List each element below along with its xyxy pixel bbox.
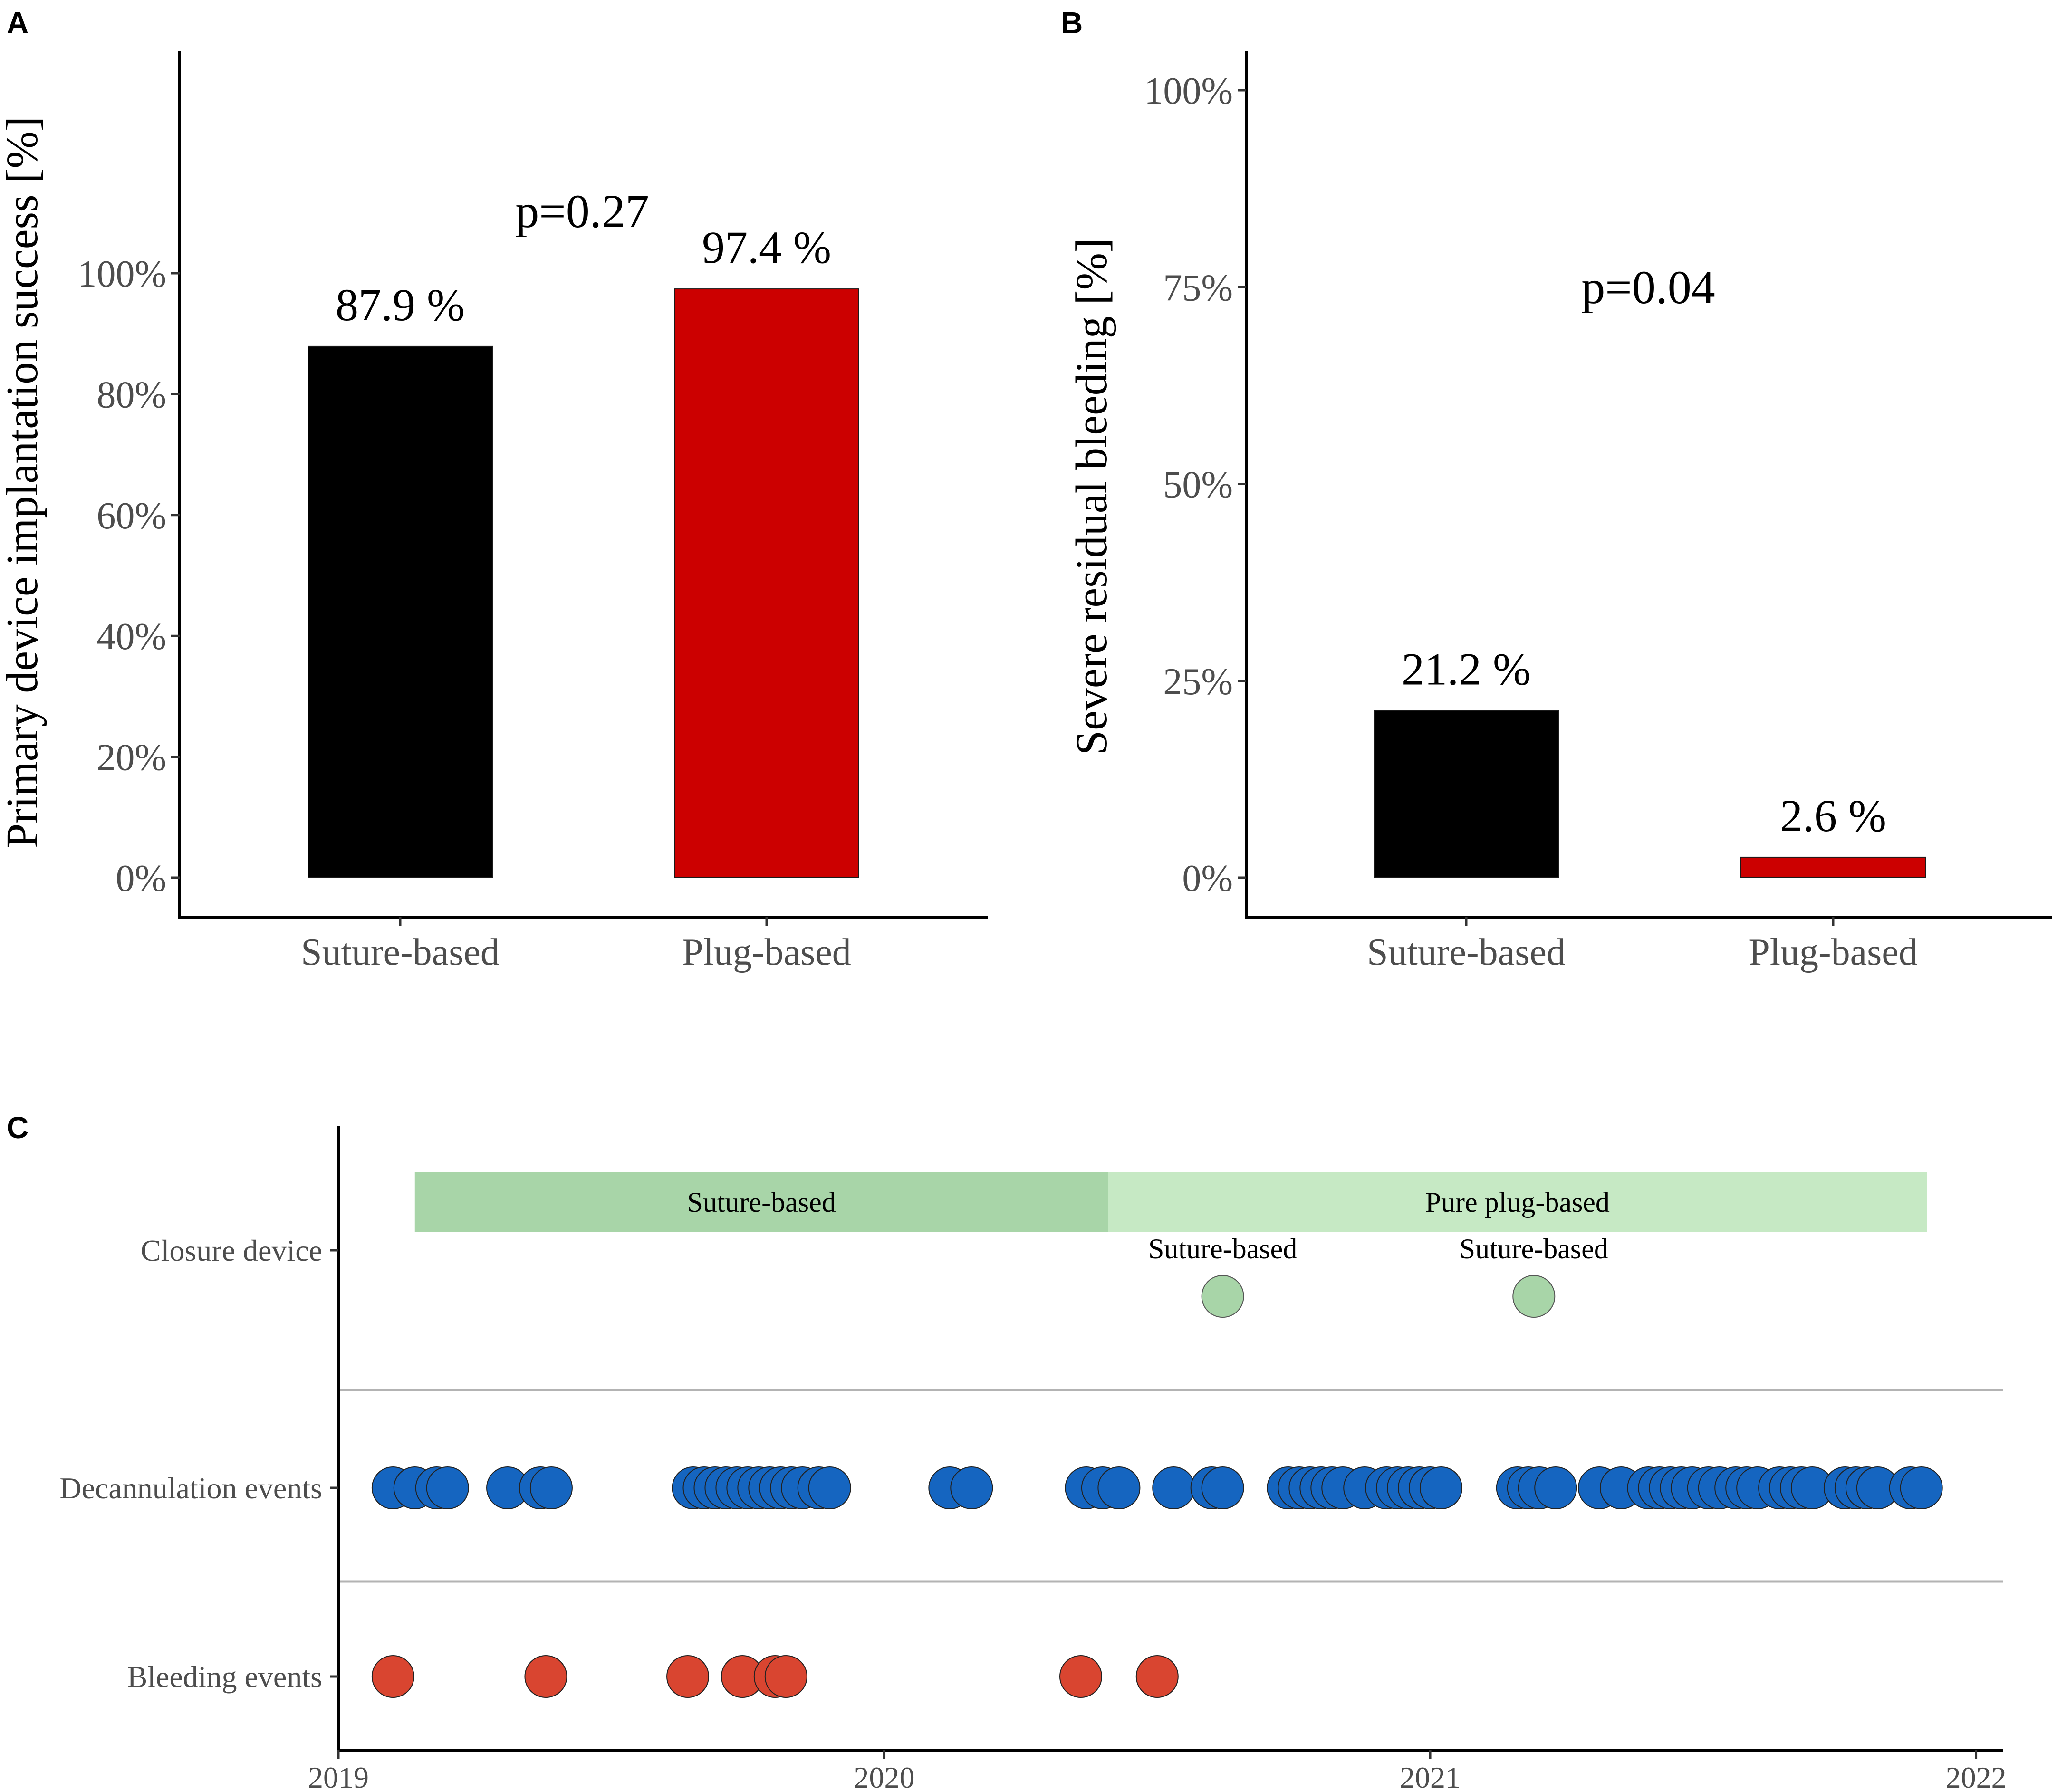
panel-b-y-label: Severe residual bleeding [%] bbox=[1067, 238, 1116, 755]
panel-c: Suture-based Pure plug-based Suture-based… bbox=[59, 1126, 2007, 1792]
x-tick-label: 2022 bbox=[1946, 1761, 2007, 1792]
closure-exception-label: Suture-based bbox=[1460, 1233, 1608, 1265]
x-tick-label: Plug-based bbox=[682, 931, 851, 973]
decannulation-point bbox=[1420, 1466, 1463, 1509]
value-label: 21.2 % bbox=[1402, 644, 1531, 695]
y-tick-label: 100% bbox=[1144, 70, 1233, 112]
closure-exception-point bbox=[1201, 1275, 1244, 1318]
panel-b-bars bbox=[1374, 710, 1926, 878]
panel-b-y-ticks: 0% 25% 50% 75% 100% bbox=[1144, 70, 1246, 900]
bleeding-point bbox=[371, 1655, 414, 1698]
panel-label-c: C bbox=[7, 1111, 29, 1145]
y-tick-label: 25% bbox=[1163, 661, 1233, 703]
y-tick-label: 0% bbox=[1182, 858, 1233, 900]
period-label: Suture-based bbox=[687, 1187, 836, 1218]
panel-label-a: A bbox=[7, 6, 29, 40]
x-tick-label: Suture-based bbox=[1367, 931, 1566, 973]
panel-c-x-ticks: 2019 2020 2021 2022 bbox=[308, 1750, 2007, 1792]
y-tick-label: 40% bbox=[96, 616, 166, 658]
row-label: Closure device bbox=[141, 1234, 322, 1267]
period-bar bbox=[414, 1172, 1108, 1232]
row-label: Bleeding events bbox=[127, 1660, 322, 1694]
panel-b-p-value: p=0.04 bbox=[1581, 261, 1715, 314]
value-label: 97.4 % bbox=[702, 222, 831, 273]
bar-plug-based bbox=[674, 288, 859, 878]
x-tick-label: 2020 bbox=[854, 1761, 915, 1792]
x-tick-label: 2021 bbox=[1400, 1761, 1461, 1792]
panel-c-row-labels: Closure device Decannulation events Bleedi… bbox=[59, 1234, 338, 1694]
decannulation-point bbox=[529, 1466, 573, 1509]
panel-b-value-labels: 21.2 % 2.6 % bbox=[1402, 644, 1886, 841]
decannulation-point bbox=[1534, 1466, 1577, 1509]
bleeding-point bbox=[666, 1655, 710, 1698]
bleeding-point bbox=[1059, 1655, 1102, 1698]
closure-exception-point bbox=[1512, 1275, 1556, 1318]
bar-suture-based bbox=[1374, 710, 1559, 878]
panel-a-p-value: p=0.27 bbox=[515, 185, 649, 238]
y-tick-label: 75% bbox=[1163, 267, 1233, 309]
panel-a-y-label: Primary device implantation success [%] bbox=[0, 116, 47, 848]
period-label: Pure plug-based bbox=[1425, 1187, 1610, 1218]
row-label: Decannulation events bbox=[59, 1471, 322, 1505]
panel-label-b: B bbox=[1061, 6, 1083, 40]
panel-a-bars bbox=[308, 288, 859, 878]
y-tick-label: 0% bbox=[115, 858, 166, 900]
decannulation-point bbox=[808, 1466, 851, 1509]
panel-a-y-ticks: 0% 20% 40% 60% 80% 100% bbox=[77, 253, 180, 900]
closure-exception-label: Suture-based bbox=[1148, 1233, 1297, 1265]
decannulation-point bbox=[950, 1466, 993, 1509]
decannulation-point bbox=[1201, 1466, 1244, 1509]
bleeding-point bbox=[764, 1655, 807, 1698]
decannulation-point bbox=[1152, 1466, 1195, 1509]
bar-plug-based bbox=[1740, 856, 1926, 878]
bleeding-point bbox=[1135, 1655, 1179, 1698]
y-tick-label: 50% bbox=[1163, 464, 1233, 506]
panel-b-x-ticks: Suture-based Plug-based bbox=[1367, 917, 1918, 973]
y-tick-label: 100% bbox=[77, 253, 166, 295]
decannulation-points bbox=[371, 1466, 1943, 1509]
decannulation-point bbox=[1097, 1466, 1141, 1509]
panel-a-x-ticks: Suture-based Plug-based bbox=[301, 917, 851, 973]
panel-a: 0% 20% 40% 60% 80% 100% Suture-based Plug-base… bbox=[0, 51, 988, 973]
x-tick-label: Plug-based bbox=[1749, 931, 1918, 973]
x-tick-label: 2019 bbox=[308, 1761, 369, 1792]
bleeding-point bbox=[524, 1655, 567, 1698]
y-tick-label: 60% bbox=[96, 495, 166, 537]
period-bar bbox=[1108, 1172, 1927, 1232]
panel-b: 0% 25% 50% 75% 100% Suture-based Plug-based 2… bbox=[1067, 51, 2052, 973]
period-bars: Suture-based Pure plug-based bbox=[414, 1172, 1927, 1232]
y-tick-label: 80% bbox=[96, 374, 166, 416]
x-tick-label: Suture-based bbox=[301, 931, 500, 973]
value-label: 2.6 % bbox=[1780, 790, 1886, 841]
decannulation-point bbox=[426, 1466, 469, 1509]
value-label: 87.9 % bbox=[336, 279, 465, 330]
closure-exceptions: Suture-based Suture-based bbox=[1148, 1233, 1608, 1318]
bar-suture-based bbox=[308, 345, 493, 878]
panel-a-value-labels: 87.9 % 97.4 % bbox=[336, 222, 831, 330]
decannulation-point bbox=[1900, 1466, 1943, 1509]
bleeding-points bbox=[371, 1655, 1179, 1698]
y-tick-label: 20% bbox=[96, 737, 166, 779]
